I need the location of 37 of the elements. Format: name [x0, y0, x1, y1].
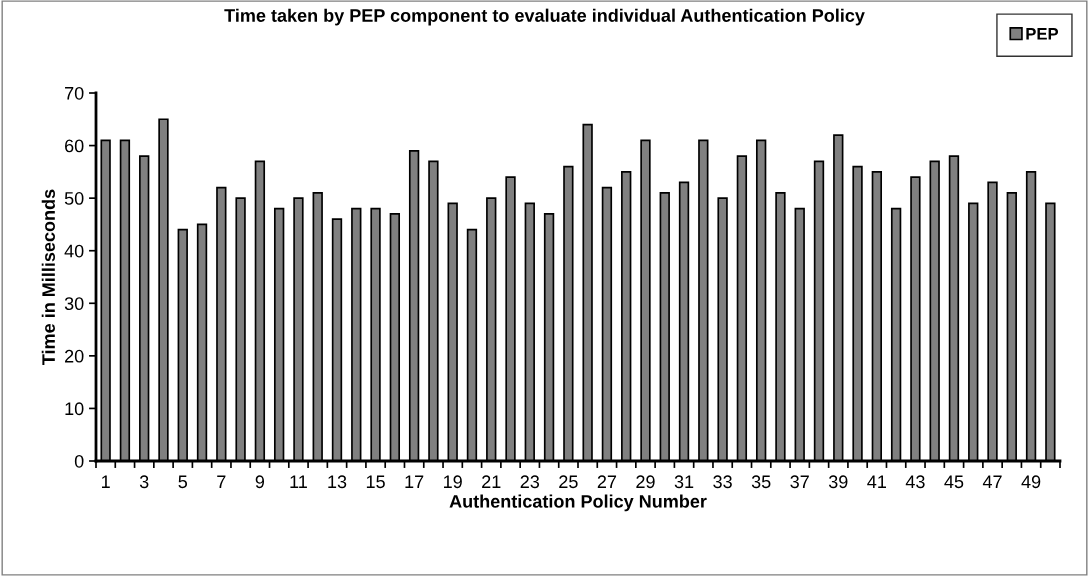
x-axis-title: Authentication Policy Number	[449, 494, 707, 512]
x-tick-label: 15	[366, 475, 385, 489]
y-tick-label: 20	[65, 349, 84, 363]
x-tick-label: 49	[1021, 475, 1041, 489]
chart-title: Time taken by PEP component to evaluate individual Authentication Policy	[224, 8, 865, 26]
x-tick-label: 35	[751, 475, 771, 489]
x-tick-label: 41	[867, 475, 886, 488]
x-tick-label: 5	[178, 475, 188, 489]
x-tick-label: 47	[982, 475, 1002, 488]
y-tick-label: 30	[64, 297, 84, 311]
x-tick-label: 23	[520, 475, 540, 489]
y-tick-label: 0	[74, 454, 84, 468]
y-tick-label: 10	[65, 402, 84, 416]
x-tick-label: 39	[828, 475, 848, 489]
x-tick-label: 21	[482, 475, 501, 488]
x-tick-label: 3	[139, 475, 149, 489]
x-tick-label: 27	[597, 475, 617, 488]
x-tick-label: 43	[905, 475, 925, 489]
x-tick-label: 25	[559, 475, 578, 489]
x-tick-label: 33	[713, 475, 732, 489]
y-tick-label: 50	[64, 192, 84, 205]
x-tick-label: 29	[636, 475, 655, 489]
y-axis-title: Time in Milliseconds	[41, 189, 55, 365]
legend-label: PEP	[1026, 28, 1059, 40]
x-tick-label: 7	[217, 475, 226, 488]
x-tick-label: 13	[328, 475, 347, 489]
x-tick-label: 17	[405, 475, 424, 488]
y-tick-label: 60	[65, 139, 84, 153]
x-tick-label: 11	[290, 475, 307, 488]
x-tick-label: 45	[944, 475, 964, 489]
x-tick-label: 37	[790, 475, 809, 489]
x-tick-label: 19	[444, 475, 462, 489]
x-tick-label: 31	[674, 475, 694, 489]
x-tick-label: 1	[102, 475, 110, 488]
y-tick-label: 70	[65, 86, 84, 100]
x-tick-label: 9	[255, 475, 265, 489]
y-tick-label: 40	[64, 244, 84, 258]
